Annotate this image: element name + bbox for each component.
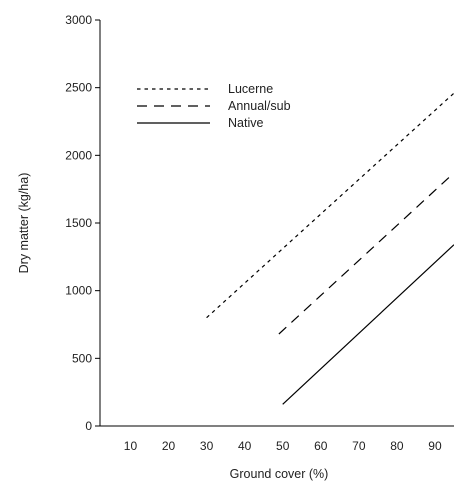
y-tick-label: 0 (85, 419, 92, 433)
legend-label: Annual/sub (228, 99, 291, 113)
y-ticks: 0 500 1000 1500 2000 2500 3000 (65, 13, 100, 433)
y-tick-label: 2000 (65, 148, 92, 162)
y-tick-label: 3000 (65, 13, 92, 27)
x-axis-title: Ground cover (%) (230, 467, 329, 481)
legend-label: Native (228, 116, 263, 130)
x-tick-label: 50 (276, 439, 290, 453)
series-layer (206, 92, 454, 405)
y-axis-title: Dry matter (kg/ha) (17, 173, 31, 274)
x-tick-label: 30 (200, 439, 214, 453)
x-tick-label: 10 (124, 439, 138, 453)
x-ticks: 10 20 30 40 50 60 70 80 90 (124, 439, 442, 453)
y-tick-label: 1500 (65, 216, 92, 230)
series-line-native (282, 244, 454, 405)
x-tick-label: 60 (314, 439, 328, 453)
x-tick-label: 90 (428, 439, 442, 453)
x-tick-label: 70 (352, 439, 366, 453)
x-tick-label: 80 (390, 439, 404, 453)
series-line-annual-sub (278, 172, 454, 335)
x-tick-label: 40 (238, 439, 252, 453)
axes (99, 20, 454, 427)
y-tick-label: 1000 (65, 284, 92, 298)
y-tick-label: 500 (72, 351, 92, 365)
series-line-lucerne (206, 92, 454, 319)
x-tick-label: 20 (162, 439, 176, 453)
y-tick-label: 2500 (65, 81, 92, 95)
legend: Lucerne Annual/sub Native (137, 82, 291, 130)
legend-label: Lucerne (228, 82, 273, 96)
